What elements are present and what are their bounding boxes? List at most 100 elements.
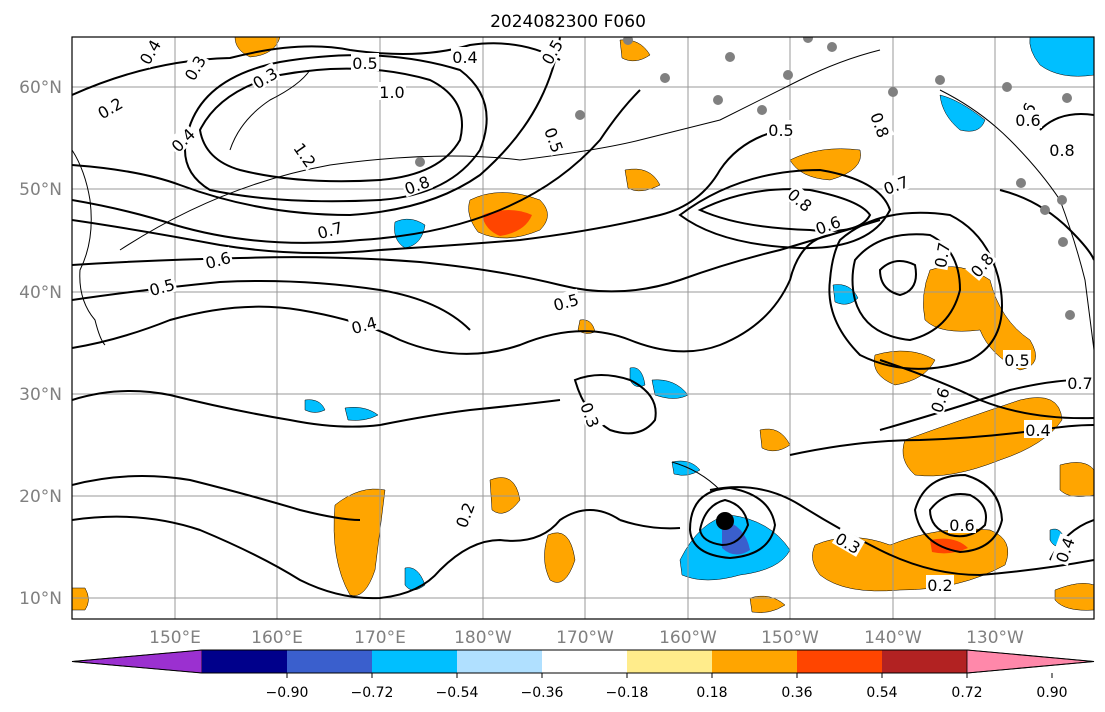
contour-line xyxy=(72,37,561,217)
colorbar-tick-label: 0.18 xyxy=(696,685,727,701)
contour-label-bg xyxy=(1048,140,1076,158)
contour-line xyxy=(72,234,831,355)
contour-line xyxy=(789,424,1094,456)
contour-label-bg xyxy=(879,170,912,198)
contour-label: 1.0 xyxy=(379,83,404,102)
shade-positive xyxy=(544,532,576,583)
contour-line xyxy=(999,189,1094,261)
contour-label-bg xyxy=(929,239,953,271)
contour-label-bg xyxy=(831,527,866,557)
lat-tick-label: 60°N xyxy=(19,78,62,98)
colorbar-segment xyxy=(542,650,627,673)
contour-line xyxy=(72,509,621,600)
contour-label-bg xyxy=(536,34,566,69)
station-dot xyxy=(803,37,813,43)
contour-label-bg xyxy=(811,210,844,238)
map-title: 2024082300 F060 xyxy=(490,12,646,32)
contour-label-bg xyxy=(948,515,976,533)
lon-tick-label: 130°W xyxy=(966,628,1024,648)
shade-negative xyxy=(1029,37,1094,77)
coastline-asia xyxy=(72,149,106,346)
contour-label-bg xyxy=(451,47,479,65)
station-dot xyxy=(888,87,898,97)
station-markers xyxy=(415,37,1075,320)
contour-label: 0.6 xyxy=(949,516,974,535)
shade-negative xyxy=(939,94,986,132)
station-dot xyxy=(1002,82,1012,92)
station-dot xyxy=(1040,205,1050,215)
contour-line xyxy=(851,233,962,342)
contour-label-bg xyxy=(92,92,127,122)
lon-tick-label: 170°E xyxy=(354,628,406,648)
colorbar-extend-min xyxy=(71,649,203,674)
lon-tick-label: 140°W xyxy=(864,628,922,648)
contour-line xyxy=(697,188,872,232)
colorbar-tick-label: −0.18 xyxy=(606,685,649,701)
lon-tick-label: 160°W xyxy=(659,628,717,648)
colorbar-tick-label: −0.90 xyxy=(266,685,309,701)
colorbar-tick-label: −0.36 xyxy=(521,685,564,701)
shade-strong-positive xyxy=(930,538,968,554)
contour-label: 0.5 xyxy=(352,54,377,73)
contour-line xyxy=(183,54,488,203)
contour-label-bg xyxy=(867,108,895,141)
station-dot xyxy=(575,110,585,120)
contour-label-bg xyxy=(549,288,582,314)
contour-label-bg xyxy=(1014,110,1042,128)
contour-label-bg xyxy=(378,82,406,100)
shade-negative xyxy=(304,399,326,413)
contour-line xyxy=(913,473,1004,554)
contour-label: 0.6 xyxy=(1015,111,1040,130)
shade-positive xyxy=(72,587,89,611)
station-dot xyxy=(1062,93,1072,103)
contour-line xyxy=(198,67,463,183)
contour-line xyxy=(1039,113,1094,131)
storm-center-marker xyxy=(716,512,734,530)
shade-positive xyxy=(1054,583,1094,611)
contour-line xyxy=(72,129,781,255)
shade-positive xyxy=(333,488,386,596)
contour-line xyxy=(678,168,892,250)
contour-label-bg xyxy=(1066,373,1094,391)
contour-label-bg xyxy=(313,216,346,242)
contour-label-bg xyxy=(1003,350,1031,368)
contour-line xyxy=(72,475,361,521)
shade-negative xyxy=(344,407,379,421)
coastline-alaska xyxy=(639,49,881,141)
shade-negative xyxy=(832,284,859,305)
lon-tick-label: 180°W xyxy=(454,628,512,648)
shade-positive xyxy=(749,595,786,613)
colorbar-segment xyxy=(797,650,882,673)
station-dot xyxy=(757,105,767,115)
station-dot xyxy=(827,42,837,52)
contour-label: 0.4 xyxy=(1025,421,1050,440)
contour-label-bg xyxy=(925,383,953,416)
lon-tick-label: 160°E xyxy=(251,628,303,648)
contour-label: 0.7 xyxy=(931,241,954,269)
colorbar-segment xyxy=(882,650,967,673)
contour-label-bg xyxy=(541,123,569,156)
shade-positive xyxy=(489,477,521,514)
colorbar-extend-max xyxy=(966,649,1095,674)
lat-tick-label: 40°N xyxy=(19,283,62,303)
contour-label: 0.4 xyxy=(452,48,477,67)
station-dot xyxy=(783,70,793,80)
colorbar-segment xyxy=(202,650,287,673)
lon-tick-label: 150°E xyxy=(149,628,201,648)
colorbar-segment xyxy=(627,650,712,673)
colorbar-tick-label: 0.72 xyxy=(951,685,982,701)
station-dot xyxy=(935,75,945,85)
contour-line xyxy=(72,280,471,331)
contour-label-bg xyxy=(247,62,282,92)
lat-tick-label: 50°N xyxy=(19,180,62,200)
contour-line xyxy=(828,211,1003,370)
lat-tick-label: 30°N xyxy=(19,385,62,405)
contour-line xyxy=(709,486,1094,577)
contour-line xyxy=(72,219,881,293)
shade-positive xyxy=(1059,462,1094,497)
station-dot xyxy=(1016,178,1026,188)
colorbar-tick-label: 0.90 xyxy=(1036,685,1067,701)
contour-line xyxy=(72,42,561,96)
contour-label-bg xyxy=(400,170,433,198)
contour-label: 0.5 xyxy=(768,121,793,140)
